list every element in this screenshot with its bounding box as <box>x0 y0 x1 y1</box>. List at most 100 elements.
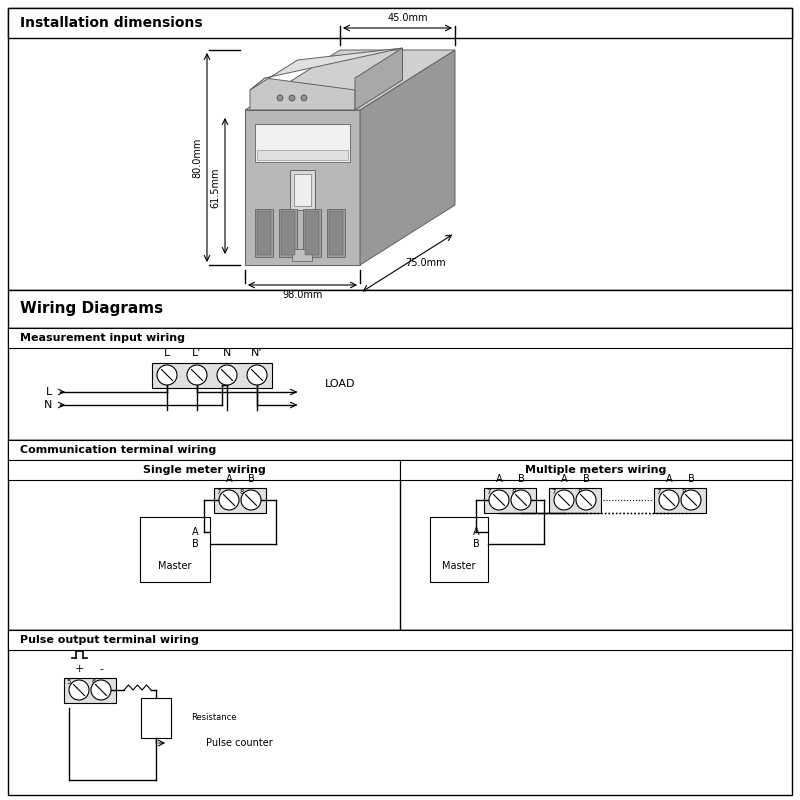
Circle shape <box>187 365 207 385</box>
Bar <box>214 487 266 513</box>
Text: 4: 4 <box>249 366 254 373</box>
Text: 8: 8 <box>577 490 582 495</box>
Text: 61.5mm: 61.5mm <box>210 167 220 208</box>
Circle shape <box>241 490 261 510</box>
Text: Resistance: Resistance <box>191 714 237 722</box>
Text: Wiring Diagrams: Wiring Diagrams <box>20 302 163 317</box>
Circle shape <box>554 490 574 510</box>
Circle shape <box>289 95 295 101</box>
Text: A: A <box>561 474 567 485</box>
Text: A: A <box>473 527 480 537</box>
Bar <box>654 487 706 513</box>
Bar <box>292 249 312 261</box>
Text: L: L <box>164 347 170 358</box>
Bar <box>255 124 350 162</box>
Bar <box>400 460 792 480</box>
Polygon shape <box>250 48 402 90</box>
Circle shape <box>489 490 509 510</box>
Circle shape <box>659 490 679 510</box>
Text: B: B <box>473 539 480 549</box>
Bar <box>8 328 792 348</box>
Text: Pulse output terminal wiring: Pulse output terminal wiring <box>20 635 199 645</box>
Text: B: B <box>518 474 524 485</box>
Text: LOAD: LOAD <box>325 379 355 389</box>
Text: Measurement input wiring: Measurement input wiring <box>20 333 185 343</box>
Bar <box>290 170 315 210</box>
Text: Pulse counter: Pulse counter <box>206 738 273 748</box>
Circle shape <box>301 95 307 101</box>
Text: 98.0mm: 98.0mm <box>282 290 322 300</box>
Bar <box>329 211 343 255</box>
Bar <box>8 8 792 290</box>
Text: 80.0mm: 80.0mm <box>192 138 202 178</box>
Bar <box>305 211 319 255</box>
Text: 7: 7 <box>216 490 221 495</box>
Text: B: B <box>192 539 198 549</box>
Text: N': N' <box>251 347 262 358</box>
Polygon shape <box>245 50 455 110</box>
Bar <box>303 209 321 257</box>
Polygon shape <box>250 78 355 110</box>
Text: A: A <box>226 474 232 485</box>
Text: Communication terminal wiring: Communication terminal wiring <box>20 445 216 455</box>
Circle shape <box>247 365 267 385</box>
Polygon shape <box>355 48 402 110</box>
Text: A: A <box>192 527 198 537</box>
Bar <box>257 150 348 160</box>
Bar <box>327 209 345 257</box>
Bar <box>8 630 792 795</box>
Bar <box>8 460 400 480</box>
Text: 8: 8 <box>512 490 517 495</box>
Text: 6: 6 <box>92 679 97 686</box>
Circle shape <box>277 95 283 101</box>
Bar <box>8 440 792 460</box>
Text: Installation dimensions: Installation dimensions <box>20 16 202 30</box>
Text: B: B <box>582 474 590 485</box>
Bar <box>430 517 488 582</box>
Text: 8: 8 <box>240 490 245 495</box>
Text: A: A <box>496 474 502 485</box>
Text: -: - <box>99 665 103 674</box>
Bar <box>484 487 536 513</box>
Text: A: A <box>666 474 672 485</box>
Bar <box>549 487 601 513</box>
Bar <box>257 211 271 255</box>
Polygon shape <box>360 50 455 265</box>
Bar <box>255 209 273 257</box>
Bar <box>152 362 272 387</box>
Text: Multiple meters wiring: Multiple meters wiring <box>526 465 666 475</box>
Circle shape <box>217 365 237 385</box>
Circle shape <box>511 490 531 510</box>
Circle shape <box>91 680 111 700</box>
Bar <box>141 698 171 738</box>
Text: 5: 5 <box>66 679 70 686</box>
Text: 45.0mm: 45.0mm <box>387 13 428 23</box>
Text: 7: 7 <box>551 490 555 495</box>
Bar <box>294 174 311 206</box>
Text: Master: Master <box>158 561 192 571</box>
Text: L: L <box>46 387 52 397</box>
Text: N: N <box>223 347 231 358</box>
Circle shape <box>69 680 89 700</box>
Text: 7: 7 <box>656 490 661 495</box>
Text: +: + <box>74 665 84 674</box>
Text: 1: 1 <box>159 366 163 373</box>
Bar <box>8 328 792 440</box>
Bar <box>8 630 792 650</box>
Text: N: N <box>44 400 52 410</box>
Circle shape <box>576 490 596 510</box>
Bar <box>8 8 792 38</box>
Text: 75.0mm: 75.0mm <box>405 258 446 268</box>
Bar <box>8 440 792 630</box>
Text: 2: 2 <box>189 366 194 373</box>
Polygon shape <box>245 110 360 265</box>
Text: Single meter wiring: Single meter wiring <box>142 465 266 475</box>
Text: B: B <box>248 474 254 485</box>
Text: B: B <box>688 474 694 485</box>
Text: L': L' <box>192 347 202 358</box>
Bar <box>279 209 297 257</box>
Text: 8: 8 <box>682 490 686 495</box>
Bar <box>64 678 116 702</box>
Circle shape <box>681 490 701 510</box>
Bar <box>281 211 295 255</box>
